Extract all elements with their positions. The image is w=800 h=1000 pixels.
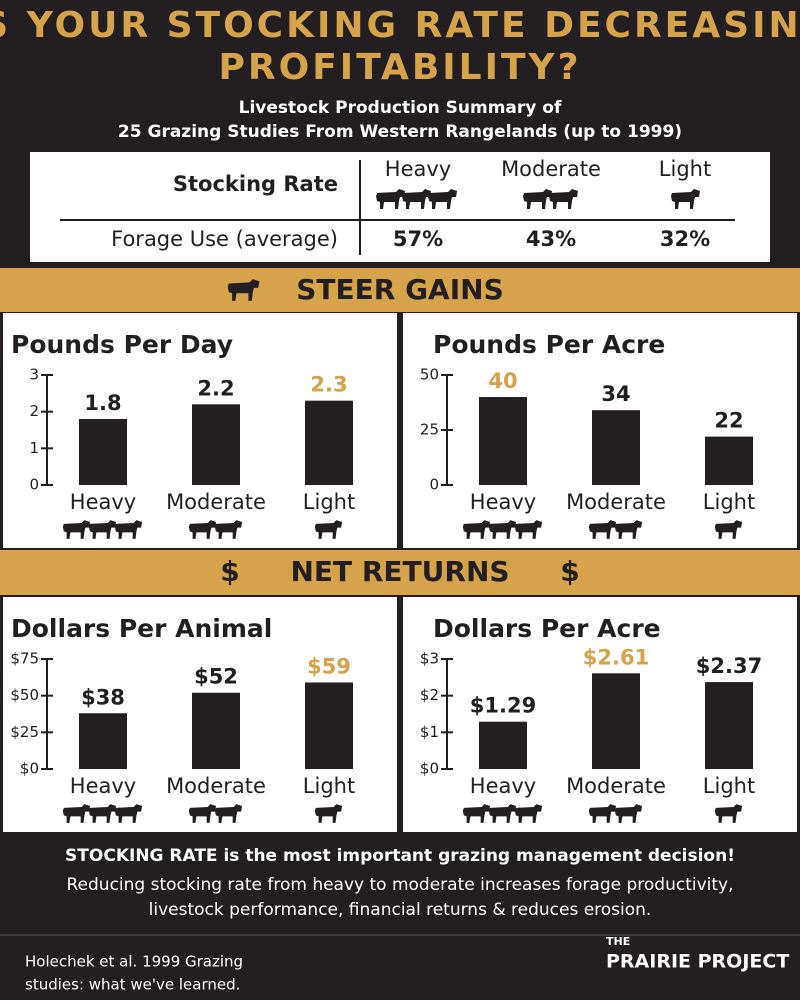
table-cell: 43% [526, 227, 576, 251]
title-line: PROFITABILITY? [219, 47, 582, 88]
value-label: $59 [307, 654, 351, 678]
value-label: 34 [601, 382, 630, 406]
x-tick-label: Heavy [470, 490, 536, 514]
y-tick-label: 50 [420, 366, 439, 384]
y-tick-label: $50 [10, 686, 39, 704]
table-header: Moderate [501, 157, 601, 181]
y-tick-label: $2 [420, 686, 439, 704]
y-tick-label: 3 [29, 366, 39, 384]
x-tick-label: Light [703, 774, 755, 798]
section-icon: $ [560, 555, 579, 588]
y-tick-label: $25 [10, 723, 39, 741]
x-tick-label: Light [303, 774, 355, 798]
section-band [0, 550, 800, 595]
charts: Pounds Per Day 0 1 2 3 1.8 Heavy 2.2 Moderate 2.3… [3, 313, 797, 832]
bar [705, 436, 753, 485]
bar [79, 419, 127, 485]
chart-title: Dollars Per Animal [11, 614, 272, 643]
bar [305, 400, 353, 485]
x-tick-label: Heavy [70, 490, 136, 514]
subtitle-line: Livestock Production Summary of [239, 98, 562, 118]
value-label: 22 [714, 409, 743, 433]
value-label: 1.8 [84, 391, 121, 415]
table-cell: 57% [393, 227, 443, 251]
section-band [0, 268, 800, 312]
bar [705, 682, 753, 769]
value-label: 2.2 [197, 376, 234, 400]
y-tick-label: 25 [420, 421, 439, 439]
logo-text: PRAIRIE PROJECT [606, 951, 789, 973]
section-icon: $ [220, 555, 239, 588]
section-title: NET RETURNS [290, 555, 509, 588]
value-label: $2.37 [696, 654, 762, 678]
chart-title: Pounds Per Day [11, 330, 233, 359]
y-tick-label: $0 [420, 760, 439, 778]
detail-line: Reducing stocking rate from heavy to mod… [67, 875, 734, 895]
value-label: $38 [81, 685, 125, 709]
bar [592, 673, 640, 769]
bar [305, 682, 353, 769]
table-cell: Forage Use (average) [111, 227, 338, 251]
value-label: 2.3 [310, 373, 347, 397]
x-tick-label: Light [703, 490, 755, 514]
x-tick-label: Moderate [166, 774, 266, 798]
x-tick-label: Moderate [566, 774, 666, 798]
value-label: $1.29 [470, 694, 536, 718]
x-tick-label: Moderate [566, 490, 666, 514]
citation-line: studies: what we've learned. [25, 976, 240, 994]
section-title: STEER GAINS [296, 273, 504, 306]
y-tick-label: 0 [29, 476, 39, 494]
title-line: IS YOUR STOCKING RATE DECREASING [0, 5, 800, 46]
subtitle-line: 25 Grazing Studies From Western Rangelan… [118, 122, 682, 142]
x-tick-label: Moderate [166, 490, 266, 514]
table-box [30, 152, 770, 262]
bar [479, 721, 527, 769]
bar [479, 397, 527, 485]
bar [592, 410, 640, 485]
y-tick-label: $0 [20, 760, 39, 778]
x-tick-label: Heavy [470, 774, 536, 798]
y-tick-label: $75 [10, 650, 39, 668]
y-tick-label: $1 [420, 723, 439, 741]
y-tick-label: 2 [29, 402, 39, 420]
bar [192, 404, 240, 485]
value-label: $2.61 [583, 645, 649, 669]
table-header: Light [659, 157, 711, 181]
citation-line: Holechek et al. 1999 Grazing [25, 953, 243, 971]
x-tick-label: Heavy [70, 774, 136, 798]
chart-title: Dollars Per Acre [433, 614, 661, 643]
detail-line: livestock performance, financial returns… [149, 900, 652, 920]
bar [79, 713, 127, 769]
table-cell: 32% [660, 227, 710, 251]
y-tick-label: $3 [420, 650, 439, 668]
table-header: Heavy [385, 157, 451, 181]
logo-text: THE [606, 935, 630, 948]
y-tick-label: 0 [429, 476, 439, 494]
table-header: Stocking Rate [173, 172, 338, 196]
y-tick-label: 1 [29, 439, 39, 457]
bar [192, 692, 240, 769]
value-label: $52 [194, 665, 238, 689]
value-label: 40 [488, 369, 517, 393]
x-tick-label: Light [303, 490, 355, 514]
chart-title: Pounds Per Acre [433, 330, 665, 359]
statement: STOCKING RATE is the most important graz… [65, 846, 735, 866]
